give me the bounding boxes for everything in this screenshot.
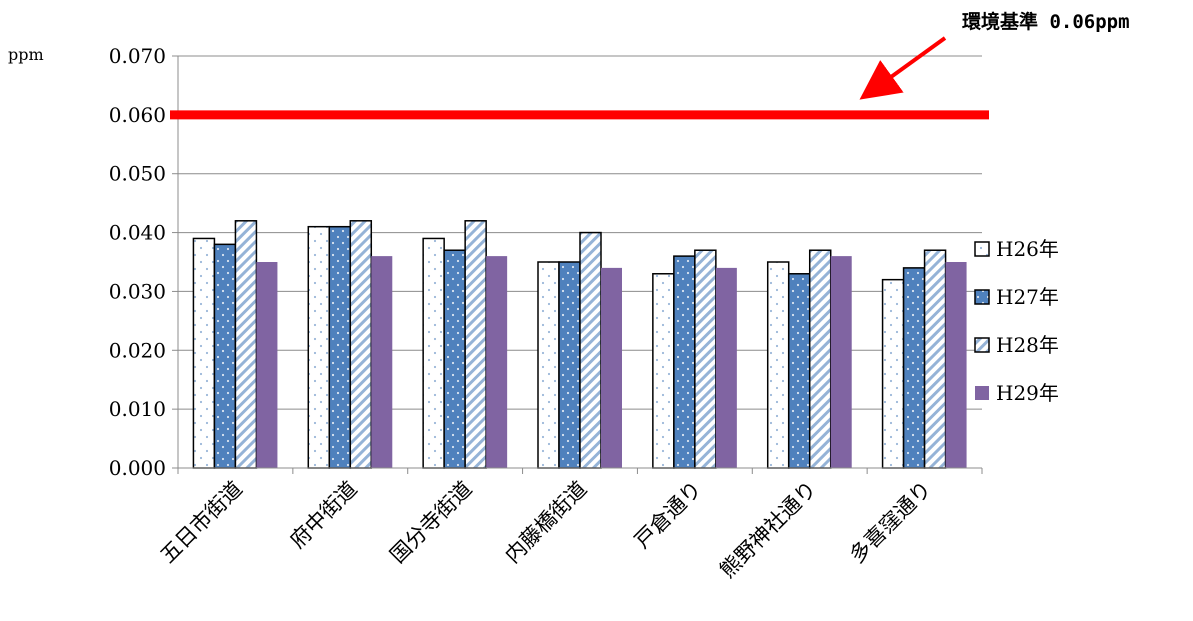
reference-arrow bbox=[859, 36, 947, 100]
bar bbox=[464, 220, 487, 469]
bar bbox=[830, 256, 852, 468]
bar bbox=[307, 225, 331, 469]
legend-swatch bbox=[974, 337, 990, 353]
bar bbox=[537, 261, 560, 469]
x-category-label: 熊野神社通り bbox=[715, 477, 821, 583]
x-category-label: 国分寺街道 bbox=[385, 477, 476, 568]
bar bbox=[349, 220, 373, 469]
bar bbox=[486, 256, 508, 468]
x-category-label: 戸倉通り bbox=[630, 477, 706, 553]
bar bbox=[256, 262, 278, 468]
y-tick-label: 0.020 bbox=[109, 338, 166, 362]
y-axis: 0.000 0.010 0.020 0.030 0.040 0.050 0.060 0.070 bbox=[109, 44, 179, 480]
legend-label: H26年 bbox=[996, 237, 1059, 261]
legend-swatch bbox=[974, 241, 990, 257]
bar bbox=[558, 261, 581, 469]
legend-label: H27年 bbox=[996, 285, 1059, 309]
bar bbox=[443, 249, 466, 469]
bar bbox=[715, 267, 737, 468]
legend-label: H29年 bbox=[996, 381, 1059, 405]
y-tick-label: 0.030 bbox=[109, 279, 166, 303]
bars bbox=[192, 220, 967, 469]
legend-swatch bbox=[974, 289, 990, 305]
y-tick-label: 0.000 bbox=[109, 456, 166, 480]
bar bbox=[766, 261, 790, 469]
bar bbox=[192, 237, 216, 469]
y-tick-label: 0.050 bbox=[109, 162, 166, 186]
bar bbox=[601, 267, 622, 468]
bar bbox=[371, 256, 393, 468]
bar bbox=[579, 231, 602, 469]
bar bbox=[422, 237, 445, 469]
y-tick-label: 0.060 bbox=[109, 103, 166, 127]
y-unit-label: ppm bbox=[8, 45, 44, 64]
reference-label: 環境基準 0.06ppm bbox=[962, 10, 1130, 33]
bar bbox=[328, 225, 352, 469]
y-tick-label: 0.010 bbox=[109, 397, 166, 421]
bar bbox=[673, 255, 696, 469]
legend: H26年 H27年 H28年 H29年 bbox=[974, 237, 1059, 405]
legend-label: H28年 bbox=[996, 333, 1059, 357]
bar bbox=[787, 273, 811, 469]
y-tick-label: 0.040 bbox=[109, 221, 166, 245]
x-category-label: 府中街道 bbox=[285, 477, 361, 553]
bar bbox=[902, 267, 926, 469]
bar bbox=[694, 249, 717, 469]
y-tick-label: 0.070 bbox=[109, 44, 166, 68]
x-category-label: 多喜窪通り bbox=[845, 477, 936, 568]
legend-swatch bbox=[975, 386, 989, 400]
x-category-label: 内藤橋街道 bbox=[500, 477, 591, 568]
bar bbox=[881, 278, 905, 469]
x-axis: 五日市街道 府中街道 国分寺街道 内藤橋街道 戸倉通り 熊野神社通り 多喜窪通り bbox=[156, 467, 983, 583]
bar bbox=[945, 262, 967, 468]
x-category-label: 五日市街道 bbox=[156, 477, 247, 568]
bar bbox=[652, 273, 675, 469]
bar bbox=[808, 249, 832, 469]
bar bbox=[213, 243, 237, 469]
bar bbox=[923, 249, 947, 469]
bar bbox=[234, 220, 258, 469]
